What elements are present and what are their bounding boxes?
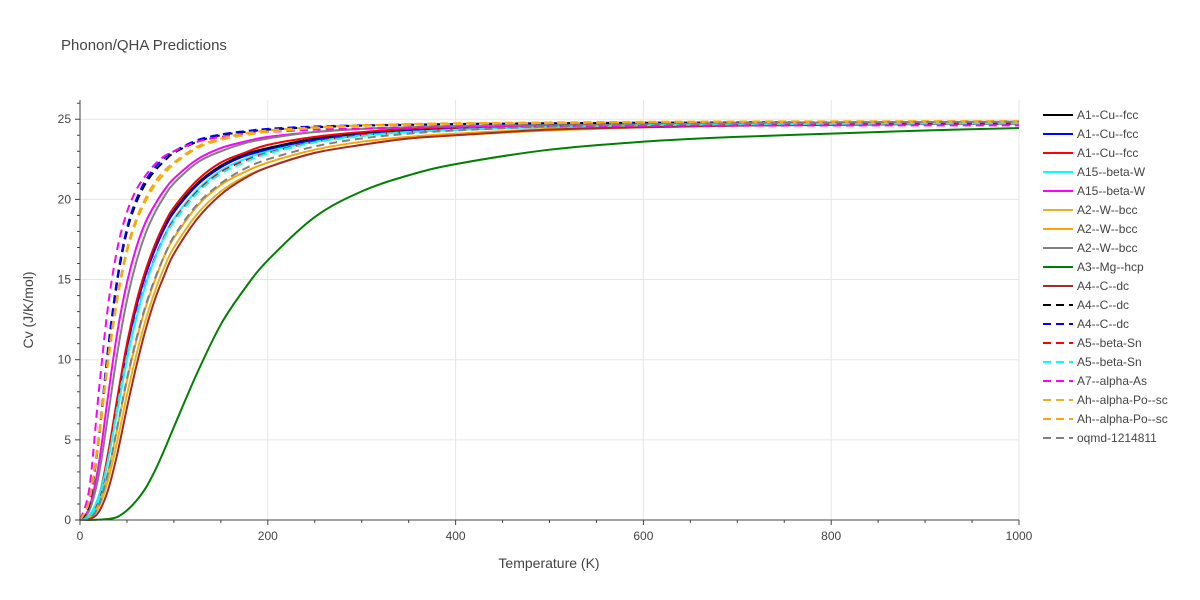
legend-label: A1--Cu--fcc [1077,146,1138,160]
y-tick-label: 10 [58,353,72,367]
legend-label: A4--C--dc [1077,298,1129,312]
legend-item-12[interactable]: A5--beta-Sn [1043,336,1142,350]
legend-item-17[interactable]: oqmd-1214811 [1043,431,1157,445]
y-tick-label: 25 [58,112,72,126]
legend-label: A2--W--bcc [1077,222,1137,236]
legend-label: A15--beta-W [1077,184,1146,198]
x-tick-label: 600 [633,529,653,543]
legend-label: A7--alpha-As [1077,374,1147,388]
legend-label: A5--beta-Sn [1077,355,1142,369]
legend-item-14[interactable]: A7--alpha-As [1043,374,1147,388]
legend-label: A3--Mg--hcp [1077,260,1144,274]
series-line-15[interactable] [79,120,1020,521]
axes: 0 200 400 600 800 1000 0 5 10 15 20 25 [58,100,1033,543]
y-tick-label: 15 [58,273,72,287]
legend-label: Ah--alpha-Po--sc [1077,412,1168,426]
legend-item-15[interactable]: Ah--alpha-Po--sc [1043,393,1168,407]
legend-item-0[interactable]: A1--Cu--fcc [1043,108,1138,122]
x-axis-title: Temperature (K) [498,555,599,571]
legend-item-7[interactable]: A2--W--bcc [1043,241,1137,255]
legend-label: A2--W--bcc [1077,241,1137,255]
legend-label: A2--W--bcc [1077,203,1137,217]
legend[interactable]: A1--Cu--fcc A1--Cu--fcc A1--Cu--fcc A15--be… [1043,108,1168,445]
legend-item-2[interactable]: A1--Cu--fcc [1043,146,1138,160]
legend-item-16[interactable]: Ah--alpha-Po--sc [1043,412,1168,426]
series-line-8[interactable] [79,127,1020,522]
legend-item-6[interactable]: A2--W--bcc [1043,222,1137,236]
legend-item-9[interactable]: A4--C--dc [1043,279,1129,293]
legend-item-1[interactable]: A1--Cu--fcc [1043,127,1138,141]
x-tick-label: 400 [446,529,466,543]
legend-label: A1--Cu--fcc [1077,108,1138,122]
legend-label: Ah--alpha-Po--sc [1077,393,1168,407]
legend-item-5[interactable]: A2--W--bcc [1043,203,1137,217]
legend-item-13[interactable]: A5--beta-Sn [1043,355,1142,369]
y-tick-label: 5 [64,433,71,447]
series-line-16[interactable] [79,120,1020,521]
y-axis-title: Cv (J/K/mol) [20,272,36,349]
y-tick-label: 20 [58,192,72,206]
gridlines [80,100,1020,520]
legend-label: A5--beta-Sn [1077,336,1142,350]
legend-label: A4--C--dc [1077,317,1129,331]
series-line-11[interactable] [79,121,1020,521]
legend-item-3[interactable]: A15--beta-W [1043,165,1146,179]
x-tick-label: 800 [821,529,841,543]
legend-label: A15--beta-W [1077,165,1146,179]
legend-item-4[interactable]: A15--beta-W [1043,184,1146,198]
legend-item-10[interactable]: A4--C--dc [1043,298,1129,312]
legend-item-8[interactable]: A3--Mg--hcp [1043,260,1144,274]
x-tick-label: 0 [77,529,84,543]
plot-area[interactable] [79,120,1020,522]
legend-item-11[interactable]: A4--C--dc [1043,317,1129,331]
series-line-2[interactable] [79,120,1020,521]
x-tick-label: 1000 [1006,529,1033,543]
legend-label: A4--C--dc [1077,279,1129,293]
series-line-10[interactable] [79,121,1020,521]
series-line-17[interactable] [79,120,1020,522]
series-line-14[interactable] [79,124,1020,521]
chart-title: Phonon/QHA Predictions [61,37,227,54]
legend-label: oqmd-1214811 [1077,431,1157,445]
y-tick-label: 0 [64,513,71,527]
series-line-13[interactable] [79,122,1020,521]
x-tick-label: 200 [258,529,278,543]
legend-label: A1--Cu--fcc [1077,127,1138,141]
